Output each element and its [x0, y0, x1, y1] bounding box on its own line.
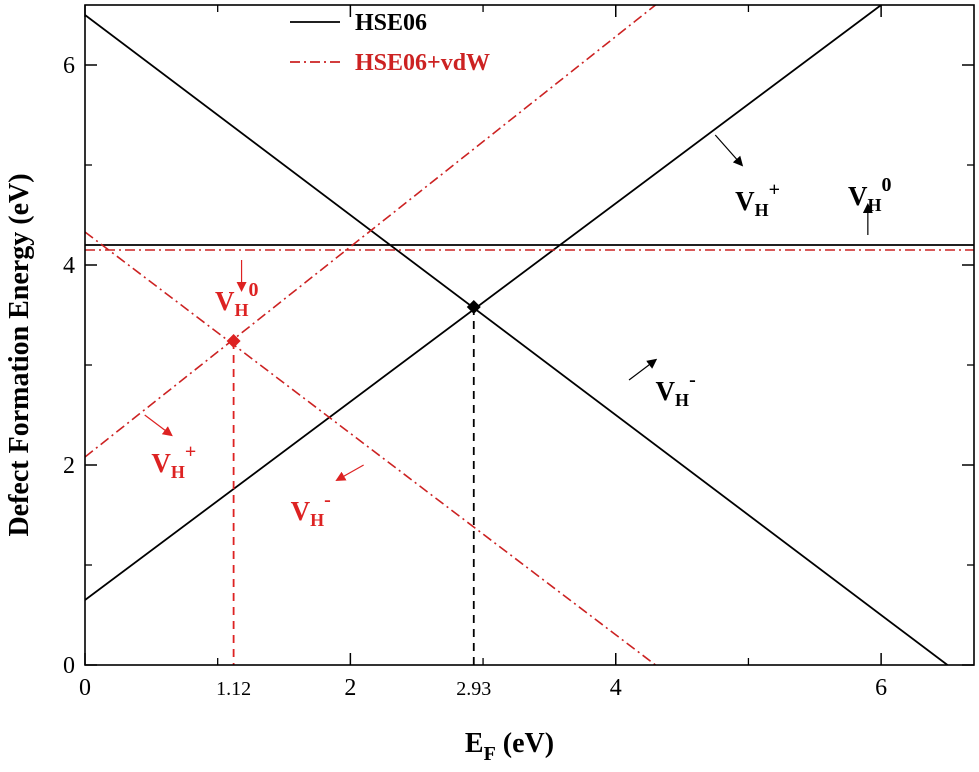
y-tick-label-1: 2: [63, 453, 75, 479]
annotation-sup-0: +: [769, 179, 780, 201]
annotation-main-1: V: [848, 181, 868, 211]
crossing-marker-1: [226, 334, 241, 348]
legend: HSE06 HSE06+vdW: [290, 10, 490, 76]
annotation-sub-1: H: [867, 195, 881, 215]
x-axis-title-unit: (eV): [496, 728, 554, 759]
series-line-3: [85, 5, 657, 458]
crossing-marker-0: [466, 300, 481, 314]
annotation-main-5: V: [291, 496, 311, 526]
annotation-label-1: VH0: [848, 174, 892, 215]
axis-titles: EF (eV) Defect Formation Energy (eV): [4, 173, 554, 765]
annotation-main-3: V: [215, 286, 235, 316]
annotation-sup-1: 0: [881, 174, 891, 196]
annotation-sup-2: -: [689, 369, 696, 391]
x-tick-label-2: 4: [610, 675, 622, 701]
plot-border: [84, 4, 975, 666]
annotation-label-4: VH+: [151, 441, 196, 482]
annotation-arrow-5: [335, 464, 364, 481]
annotation-sub-4: H: [171, 462, 185, 482]
x-tick-label-0: 0: [79, 675, 91, 701]
annotation-arrow-2: [628, 358, 658, 381]
annotation-sup-3: 0: [249, 279, 259, 301]
x-axis-title: EF (eV): [465, 728, 554, 765]
y-tick-label-0: 0: [63, 653, 75, 679]
annotation-label-3: VH0: [215, 279, 259, 320]
annotation-sub-5: H: [310, 510, 324, 530]
series-line-0: [85, 5, 882, 601]
plot-ticks: 0 2 4 6 1.12 2.93 0 2 4 6: [63, 5, 974, 701]
plot-frame: [84, 4, 975, 666]
x-tick-label-3: 6: [875, 675, 887, 701]
annotation-sub-0: H: [755, 200, 769, 220]
annotation-sub-3: H: [235, 300, 249, 320]
annotation-label-5: VH-: [291, 489, 331, 530]
x-extra-tick-label-1: 2.93: [456, 678, 491, 700]
annotation-sub-2: H: [675, 390, 689, 410]
legend-label-0: HSE06: [355, 10, 427, 36]
y-axis-title: Defect Formation Energy (eV): [4, 173, 35, 536]
annotation-label-0: VH+: [735, 179, 780, 220]
plot-lines: [85, 5, 974, 665]
annotation-main-0: V: [735, 186, 755, 216]
annotation-sup-5: -: [324, 489, 331, 511]
x-axis-title-sub: F: [484, 743, 496, 765]
annotation-main-2: V: [656, 376, 676, 406]
y-tick-label-2: 4: [63, 253, 75, 279]
annotation-main-4: V: [151, 448, 171, 478]
annotation-arrow-4: [144, 414, 173, 437]
y-tick-label-3: 6: [63, 53, 75, 79]
annotation-label-2: VH-: [656, 369, 696, 410]
series-line-2: [85, 14, 949, 665]
x-extra-tick-label-0: 1.12: [216, 678, 251, 700]
annotation-sup-4: +: [185, 441, 196, 463]
annotation-arrow-0: [714, 134, 744, 167]
legend-label-1: HSE06+vdW: [355, 50, 490, 76]
x-tick-label-1: 2: [344, 675, 356, 701]
x-axis-title-main: E: [465, 728, 484, 759]
